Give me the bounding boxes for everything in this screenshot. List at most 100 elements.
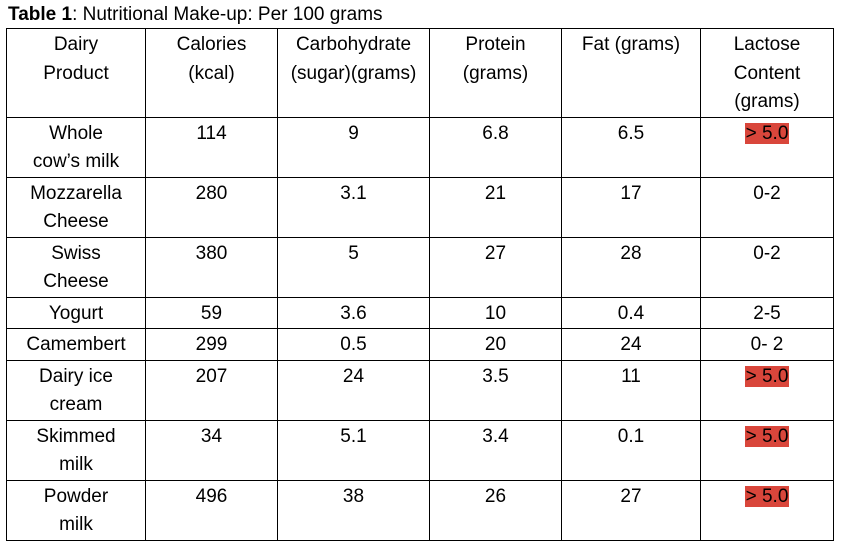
cell-value: 380 bbox=[195, 242, 228, 264]
cell-fat: 11 bbox=[561, 359, 701, 421]
cell-value: 3.4 bbox=[482, 425, 509, 447]
cell-dairy-product: Swiss Cheese bbox=[6, 236, 146, 298]
nutrition-table: Dairy Product Calories (kcal) Carbohydrate (s… bbox=[6, 28, 834, 541]
cell-value: 59 bbox=[200, 302, 223, 324]
column-header-line: Fat (grams) bbox=[581, 34, 681, 55]
column-header-line: Lactose bbox=[733, 34, 801, 55]
table-header-row: Dairy Product Calories (kcal) Carbohydrate (s… bbox=[6, 28, 834, 118]
column-header-dairy-product: Dairy Product bbox=[6, 28, 146, 118]
cell-value: 207 bbox=[195, 365, 228, 387]
cell-lactose-content: 2-5 bbox=[700, 296, 834, 329]
cell-value: 280 bbox=[195, 182, 228, 204]
cell-fat: 27 bbox=[561, 479, 701, 541]
cell-protein: 21 bbox=[429, 176, 562, 238]
cell-value: 38 bbox=[342, 485, 365, 507]
cell-fat: 28 bbox=[561, 236, 701, 298]
cell-value: 10 bbox=[484, 302, 507, 324]
cell-value: 0.4 bbox=[617, 302, 645, 324]
cell-fat: 24 bbox=[561, 328, 701, 361]
cell-lactose-content: > 5.0 bbox=[700, 479, 834, 541]
column-header-line: (grams) bbox=[462, 62, 529, 84]
lactose-highlight-badge: > 5.0 bbox=[744, 425, 790, 447]
cell-dairy-product: Skimmed milk bbox=[6, 419, 146, 481]
column-header-line: Content bbox=[733, 62, 801, 84]
column-header-calories: Calories (kcal) bbox=[145, 28, 278, 118]
product-name-line: Powder bbox=[43, 485, 109, 507]
product-name-line: Yogurt bbox=[48, 302, 104, 324]
cell-value: 27 bbox=[484, 242, 507, 264]
cell-value: 114 bbox=[196, 122, 227, 144]
cell-calories: 34 bbox=[145, 419, 278, 481]
cell-value: 5.1 bbox=[340, 425, 367, 447]
cell-dairy-product: Mozzarella Cheese bbox=[6, 176, 146, 238]
product-name-line: Cheese bbox=[43, 211, 109, 232]
column-header-carbohydrate: Carbohydrate (sugar)(grams) bbox=[277, 28, 430, 118]
lactose-highlight-badge: > 5.0 bbox=[744, 122, 790, 144]
cell-calories: 280 bbox=[145, 176, 278, 238]
column-header-line: (sugar)(grams) bbox=[290, 62, 417, 84]
column-header-protein: Protein (grams) bbox=[429, 28, 562, 118]
column-header-line: (kcal) bbox=[188, 62, 235, 84]
cell-value: 11 bbox=[621, 365, 641, 387]
cell-value: 9 bbox=[348, 122, 359, 144]
cell-carbohydrate: 5.1 bbox=[277, 419, 430, 481]
product-name-line: Cheese bbox=[43, 271, 109, 292]
cell-protein: 6.8 bbox=[429, 116, 562, 178]
table-row: Whole cow’s milk 114 9 6.8 6.5 > 5.0 bbox=[6, 116, 834, 178]
table-body: Whole cow’s milk 114 9 6.8 6.5 > 5.0 Mozzarella… bbox=[6, 116, 834, 541]
cell-carbohydrate: 9 bbox=[277, 116, 430, 178]
cell-value: 0-2 bbox=[753, 182, 781, 204]
cell-calories: 299 bbox=[145, 328, 278, 361]
cell-dairy-product: Camembert bbox=[6, 328, 146, 361]
cell-protein: 26 bbox=[429, 479, 562, 541]
cell-value: 299 bbox=[195, 334, 228, 355]
cell-lactose-content: 0-2 bbox=[700, 236, 834, 298]
cell-value: 17 bbox=[620, 182, 642, 204]
product-name-line: Whole bbox=[49, 122, 103, 144]
product-name-line: cow’s milk bbox=[32, 151, 120, 172]
cell-value: 5 bbox=[348, 242, 359, 264]
product-name-line: Swiss bbox=[51, 242, 101, 264]
column-header-line: Protein bbox=[465, 34, 526, 55]
cell-carbohydrate: 5 bbox=[277, 236, 430, 298]
cell-carbohydrate: 3.6 bbox=[277, 296, 430, 329]
cell-value: 24 bbox=[342, 365, 365, 387]
cell-value: 26 bbox=[484, 485, 507, 507]
cell-lactose-content: > 5.0 bbox=[700, 116, 834, 178]
cell-value: 496 bbox=[195, 485, 228, 507]
product-name-line: Skimmed bbox=[36, 425, 116, 447]
cell-value: 3.5 bbox=[482, 365, 509, 387]
cell-protein: 20 bbox=[429, 328, 562, 361]
table-row: Skimmed milk 34 5.1 3.4 0.1 > 5.0 bbox=[6, 419, 834, 481]
cell-calories: 207 bbox=[145, 359, 278, 421]
cell-carbohydrate: 0.5 bbox=[277, 328, 430, 361]
cell-value: 24 bbox=[620, 334, 642, 355]
product-name-line: milk bbox=[59, 514, 93, 535]
table-row: Mozzarella Cheese 280 3.1 21 17 0-2 bbox=[6, 176, 834, 238]
product-name-line: Camembert bbox=[26, 334, 126, 355]
product-name-line: cream bbox=[49, 394, 103, 415]
cell-calories: 59 bbox=[145, 296, 278, 329]
cell-dairy-product: Dairy ice cream bbox=[6, 359, 146, 421]
cell-carbohydrate: 3.1 bbox=[277, 176, 430, 238]
cell-value: 0.5 bbox=[340, 334, 367, 355]
table-caption-text: : Nutritional Make-up: Per 100 grams bbox=[72, 4, 383, 25]
cell-value: 2-5 bbox=[753, 302, 781, 324]
column-header-lactose-content: Lactose Content (grams) bbox=[700, 28, 834, 118]
cell-value: 0- 2 bbox=[750, 334, 784, 355]
column-header-fat: Fat (grams) bbox=[561, 28, 701, 118]
cell-protein: 27 bbox=[429, 236, 562, 298]
column-header-line: (grams) bbox=[734, 91, 800, 112]
cell-value: 20 bbox=[484, 334, 507, 355]
cell-value: 0.1 bbox=[617, 425, 645, 447]
lactose-highlight-badge: > 5.0 bbox=[744, 485, 790, 507]
cell-fat: 0.4 bbox=[561, 296, 701, 329]
cell-calories: 380 bbox=[145, 236, 278, 298]
cell-lactose-content: 0-2 bbox=[700, 176, 834, 238]
table-row: Dairy ice cream 207 24 3.5 11 > 5.0 bbox=[6, 359, 834, 421]
product-name-line: milk bbox=[59, 454, 93, 475]
cell-fat: 0.1 bbox=[561, 419, 701, 481]
column-header-line: Dairy bbox=[53, 34, 99, 55]
cell-carbohydrate: 38 bbox=[277, 479, 430, 541]
table-caption: Table 1: Nutritional Make-up: Per 100 gr… bbox=[8, 3, 383, 27]
